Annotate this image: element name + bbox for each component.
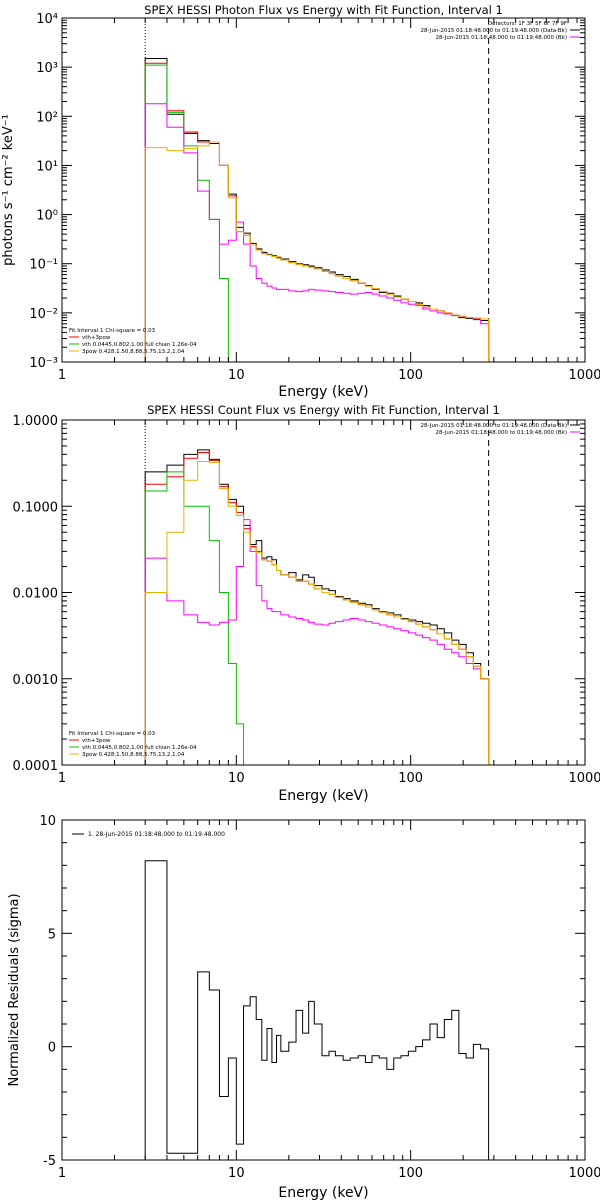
y-tick-label: 10⁰ — [36, 209, 58, 224]
series-group — [144, 860, 490, 1160]
y-tick-label: 10⁴ — [36, 12, 58, 27]
x-tick-label: 1000 — [568, 368, 600, 383]
x-tick-label: 1000 — [568, 771, 600, 786]
y-tick-label: 5 — [48, 927, 56, 942]
x-tick-label: 1 — [58, 1166, 66, 1181]
x-tick-label: 1000 — [568, 1166, 600, 1181]
x-axis: 1 10 100 1000 — [58, 420, 600, 786]
x-axis: 1 10 100 1000 — [58, 820, 600, 1181]
series-group — [144, 57, 490, 362]
series-line-3 — [144, 103, 490, 362]
fit-legend-text: vth 0.0445,0.802,1.00 full chian 1.26e-0… — [82, 342, 197, 348]
y-tick-label: 0.1000 — [13, 500, 59, 515]
y-tick-label: -5 — [43, 1154, 56, 1169]
plot-frame — [61, 819, 586, 1161]
y-tick-label: 0.0001 — [13, 759, 59, 774]
chart-title: SPEX HESSI Photon Flux vs Energy with Fi… — [144, 3, 503, 17]
y-axis-label: photons s⁻¹ cm⁻² keV⁻¹ — [1, 114, 16, 266]
y-tick-label: 0.0100 — [13, 587, 59, 602]
x-tick-label: 100 — [398, 771, 423, 786]
y-tick-label: 10⁻³ — [29, 356, 58, 371]
series-line-0 — [144, 449, 490, 765]
header-text: 28-Jun-2015 01:18:48.000 to 01:19:48.000… — [421, 28, 567, 34]
x-tick-label: 100 — [398, 368, 423, 383]
x-axis-label: Energy (keV) — [278, 1185, 368, 1200]
y-axis: 10⁻³ 10⁻² 10⁻¹ 10⁰ 10¹ 10² 10³ 10⁴ — [29, 12, 585, 371]
series-line-4 — [144, 461, 490, 765]
y-tick-label: 10 — [39, 814, 56, 829]
y-axis: 0.0001 0.0010 0.0100 0.1000 1.0000 — [13, 414, 585, 774]
series-line-2 — [144, 471, 245, 765]
y-axis-label: Normalized Residuals (sigma) — [7, 893, 22, 1086]
series-group — [144, 449, 490, 765]
series-line-1 — [144, 451, 490, 765]
y-tick-label: 10¹ — [36, 159, 58, 174]
y-tick-label: 10² — [36, 110, 58, 125]
plot-frame — [61, 17, 586, 363]
y-tick-label: 0.0010 — [13, 673, 59, 688]
header-text: 28-Jun-2015 01:18:48.000 to 01:19:48.000… — [421, 423, 567, 429]
fit-legend-text: vth+3pow — [82, 738, 111, 744]
fit-legend-text: vth 0.0445,0.802,1.00 full chian 1.26e-0… — [82, 745, 197, 751]
x-axis-label: Energy (keV) — [278, 384, 368, 400]
header-text: 28-Jun-2015 01:18:48.000 to 01:19:48.000… — [435, 35, 567, 41]
legend-text: 1. 28-Jun-2015 01:18:48.000 to 01:19:48.… — [88, 831, 225, 838]
x-axis: 1 10 100 1000 — [58, 18, 600, 383]
series-line-0 — [144, 860, 490, 1160]
y-tick-label: 0 — [48, 1041, 56, 1056]
x-axis-label: Energy (keV) — [278, 788, 368, 804]
fit-legend-text: vth+3pow — [82, 335, 111, 341]
fit-legend-title: Fit Interval 1 Chi-square = 0.03 — [69, 731, 156, 737]
fit-legend-text: 3pow 0.428,1.50,8.88,5.75,13.2,1.04 — [82, 349, 185, 355]
y-tick-label: 1.0000 — [13, 414, 59, 429]
series-line-4 — [144, 141, 490, 362]
series-line-3 — [144, 519, 490, 765]
fit-legend-text: 3pow 0.428,1.50,8.88,5.75,13.2,1.04 — [82, 752, 185, 758]
x-tick-label: 1 — [58, 771, 66, 786]
photon-flux-panel: SPEX HESSI Photon Flux vs Energy with Fi… — [1, 3, 600, 400]
residuals-panel: 1 10 100 1000 Energy (keV) -5 0 5 10 Normalized R… — [7, 814, 600, 1200]
x-tick-label: 10 — [228, 1166, 245, 1181]
x-tick-label: 10 — [228, 771, 245, 786]
series-line-1 — [144, 62, 490, 362]
x-tick-label: 1 — [58, 368, 66, 383]
y-tick-label: 10⁻² — [29, 307, 58, 322]
chart-title: SPEX HESSI Count Flux vs Energy with Fit… — [147, 403, 500, 417]
fit-legend-title: Fit Interval 1 Chi-square = 0.03 — [69, 328, 156, 334]
x-tick-label: 100 — [398, 1166, 423, 1181]
series-line-0 — [144, 57, 490, 362]
count-flux-panel: SPEX HESSI Count Flux vs Energy with Fit… — [13, 403, 600, 804]
series-line-2 — [144, 64, 237, 362]
header-text: 28-Jun-2015 01:18:48.000 to 01:19:48.000… — [435, 430, 567, 436]
y-axis: -5 0 5 10 — [39, 814, 585, 1169]
y-tick-label: 10⁻¹ — [29, 258, 58, 273]
x-tick-label: 10 — [228, 368, 245, 383]
y-tick-label: 10³ — [36, 61, 58, 76]
header-text: Detectors: 1F 3F 5F 6F 7F 9F — [488, 21, 567, 27]
